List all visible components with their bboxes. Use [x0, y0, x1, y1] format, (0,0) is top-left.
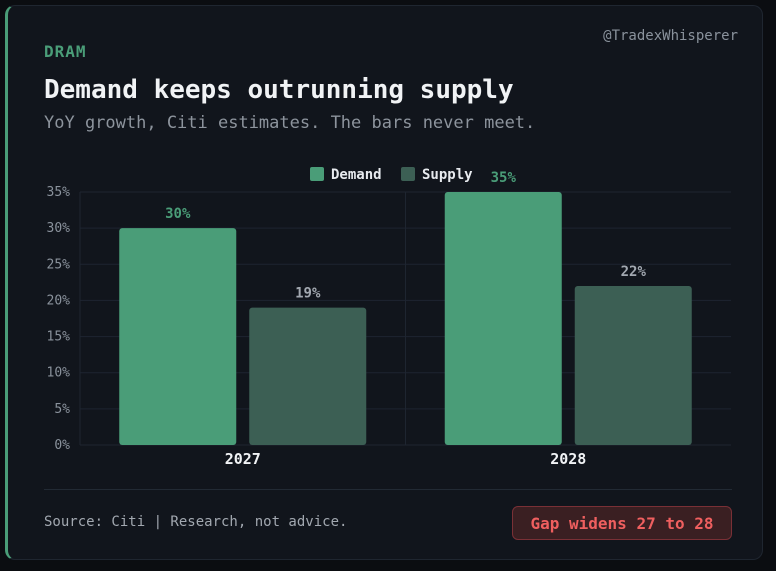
y-tick-label: 10%	[47, 366, 71, 381]
legend-swatch-demand	[310, 167, 324, 181]
chart-title: Demand keeps outrunning supply	[44, 75, 514, 105]
bar-supply-2028	[574, 285, 692, 445]
bar-value-label: 19%	[295, 286, 321, 302]
x-category-label: 2028	[550, 450, 586, 468]
bar-demand-2028	[444, 192, 562, 445]
bar-chart: 0% 5% 10% 15% 20% 25% 30% 35% 30% 19% 2027 35% 22% 20…	[47, 167, 731, 468]
y-tick-label: 35%	[47, 185, 71, 200]
y-tick-label: 15%	[47, 330, 71, 345]
bar-value-label: 35%	[491, 170, 517, 186]
chart-subtitle: YoY growth, Citi estimates. The bars nev…	[44, 113, 536, 133]
legend-label-demand: Demand	[331, 167, 382, 183]
bar-value-label: 22%	[621, 264, 647, 280]
legend-label-supply: Supply	[422, 167, 473, 183]
source-note: Source: Citi | Research, not advice.	[44, 514, 348, 530]
footer-divider	[44, 489, 732, 490]
bar-demand-2027	[119, 228, 237, 445]
y-tick-label: 5%	[54, 402, 70, 417]
y-tick-label: 30%	[47, 221, 71, 236]
bar-supply-2027	[249, 307, 367, 445]
x-category-label: 2027	[225, 450, 261, 468]
kicker-label: DRAM	[44, 42, 87, 61]
bar-value-label: 30%	[165, 206, 191, 222]
gap-callout-badge: Gap widens 27 to 28	[512, 506, 732, 540]
y-tick-label: 25%	[47, 257, 71, 272]
y-tick-label: 0%	[54, 438, 70, 453]
y-tick-label: 20%	[47, 293, 71, 308]
author-handle: @TradexWhisperer	[603, 28, 738, 44]
chart-card: DRAM @TradexWhisperer Demand keeps outru…	[5, 5, 763, 560]
legend-swatch-supply	[401, 167, 415, 181]
